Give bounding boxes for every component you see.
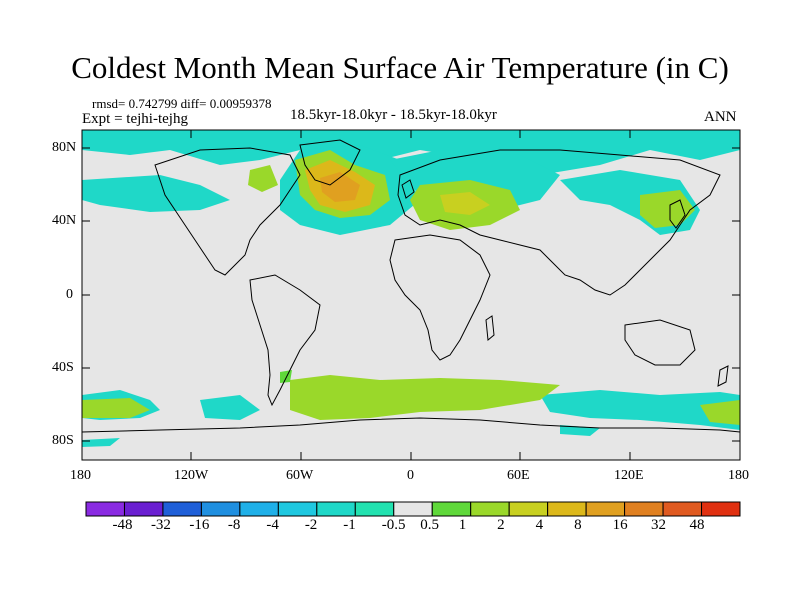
south-america-outline bbox=[249, 274, 321, 407]
lon-label-120w: 120W bbox=[174, 468, 209, 483]
colorbar-swatch bbox=[277, 501, 318, 517]
lon-label-60w: 60W bbox=[286, 468, 314, 483]
lat-label-0: 0 bbox=[66, 287, 73, 302]
experiment-label: Expt = tejhi-tejhg bbox=[82, 111, 188, 127]
colorbar-label: 2 bbox=[497, 517, 505, 533]
lon-label-60e: 60E bbox=[507, 468, 530, 483]
uk-outline bbox=[401, 179, 415, 199]
colorbar-label: -2 bbox=[304, 517, 318, 533]
period-subtitle: 18.5kyr-18.0kyr - 18.5kyr-18.0kyr bbox=[290, 107, 497, 123]
colorbar-swatch bbox=[470, 501, 510, 517]
colorbar-swatch bbox=[585, 501, 626, 517]
antarctica-outline bbox=[82, 417, 740, 433]
colorbar-label: -8 bbox=[227, 517, 241, 533]
colorbar-label: -1 bbox=[343, 517, 356, 533]
colorbar-label: 48 bbox=[689, 517, 705, 533]
greenland-outline bbox=[299, 139, 361, 186]
africa-outline bbox=[389, 234, 491, 361]
north-america-outline bbox=[154, 147, 301, 276]
colorbar-label: 8 bbox=[574, 517, 582, 533]
plot-title: Coldest Month Mean Surface Air Temperatu… bbox=[71, 50, 729, 85]
coastlines bbox=[82, 139, 740, 433]
axis-ticks bbox=[82, 130, 740, 460]
lat-label-40s: 40S bbox=[52, 360, 74, 375]
lat-label-40n: 40N bbox=[52, 213, 77, 228]
colorbar-label: 4 bbox=[535, 517, 544, 533]
colorbar-label: -4 bbox=[266, 517, 279, 533]
colorbar-label: -0.5 bbox=[381, 517, 406, 533]
lon-label-180e: 180 bbox=[728, 468, 749, 483]
colorbar-label: -32 bbox=[150, 517, 171, 533]
japan-outline bbox=[669, 199, 686, 229]
rmsd-diff-stats: rmsd= 0.742799 diff= 0.00959378 bbox=[92, 96, 272, 111]
colorbar-swatch bbox=[354, 501, 395, 517]
colorbar-label: -16 bbox=[189, 517, 210, 533]
colorbar-label: 32 bbox=[651, 517, 667, 533]
lon-label-180w: 180 bbox=[70, 468, 91, 483]
colorbar-swatch bbox=[624, 501, 664, 517]
colorbar-swatch bbox=[393, 501, 433, 517]
colorbar-swatch bbox=[431, 501, 472, 517]
colorbar-swatch bbox=[508, 501, 549, 517]
australia-outline bbox=[624, 319, 696, 366]
lat-label-80s: 80S bbox=[52, 433, 74, 448]
colorbar-swatch bbox=[162, 501, 202, 517]
colorbar-label: -48 bbox=[112, 517, 133, 533]
colorbar-swatch bbox=[662, 501, 703, 517]
new-zealand-outline bbox=[717, 365, 729, 387]
season-label: ANN bbox=[704, 109, 737, 125]
colorbar-swatch bbox=[547, 501, 587, 517]
colorbar-label: 16 bbox=[612, 517, 628, 533]
colorbar-swatch bbox=[701, 501, 741, 517]
eurasia-outline bbox=[397, 149, 721, 296]
colorbar-swatch bbox=[123, 501, 164, 517]
lon-label-0: 0 bbox=[407, 468, 414, 483]
colorbar-label: 1 bbox=[458, 517, 467, 533]
madagascar-outline bbox=[485, 315, 495, 341]
warm-anomaly-regions bbox=[82, 150, 740, 425]
lon-label-120e: 120E bbox=[614, 468, 644, 483]
lat-label-80n: 80N bbox=[52, 140, 77, 155]
colorbar-swatch bbox=[239, 501, 279, 517]
colorbar-swatch bbox=[200, 501, 241, 517]
colorbar-swatch bbox=[316, 501, 356, 517]
colorbar-label: 0.5 bbox=[420, 517, 439, 533]
colorbar-swatch bbox=[85, 501, 125, 517]
